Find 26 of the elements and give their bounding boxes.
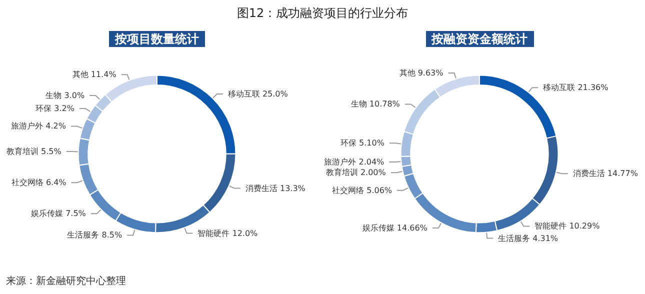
slice-label: 消费生活 13.3% (245, 184, 306, 193)
chart-subtitle: 按项目数量统计 (109, 31, 205, 47)
slice-label: 移动互联 25.0% (228, 90, 288, 99)
slice-label: 旅游户外 4.2% (11, 122, 66, 131)
chart-subtitle: 按融资资金额统计 (426, 31, 534, 47)
slice-label: 教育培训 2.00% (326, 168, 386, 178)
slice-label: 娱乐传媒 7.5% (31, 209, 86, 218)
chart-title: 图12：成功融资项目的行业分布 (236, 6, 408, 20)
slice-label: 其他 11.4% (72, 70, 117, 80)
slice-label: 社交网络 6.4% (11, 178, 67, 188)
source-note: 来源：新金融研究中心整理 (6, 276, 126, 287)
slice-label: 智能硬件 12.0% (198, 228, 258, 238)
slice-label: 教育培训 5.5% (6, 147, 62, 156)
slice-label: 社交网络 5.06% (332, 186, 392, 195)
slice-label: 生物 10.78% (350, 100, 400, 109)
slice-label: 环保 3.2% (36, 104, 75, 114)
slice-label: 其他 9.63% (399, 68, 444, 78)
slice-label: 智能硬件 10.29% (534, 222, 600, 231)
slice-label: 消费生活 14.77% (572, 169, 638, 178)
slice-label: 生活服务 8.5% (67, 230, 122, 240)
slice-label: 生物 3.0% (46, 91, 85, 100)
slice-label: 娱乐传媒 14.66% (362, 224, 428, 233)
slice-label: 旅游户外 2.04% (324, 158, 385, 167)
slice-label: 环保 5.10% (340, 138, 385, 148)
slice-label: 移动互联 21.36% (543, 83, 609, 92)
slice-label: 生活服务 4.31% (498, 234, 558, 243)
